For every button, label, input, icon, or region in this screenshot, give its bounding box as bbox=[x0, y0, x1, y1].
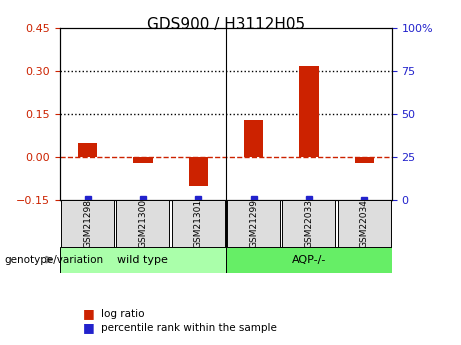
FancyBboxPatch shape bbox=[61, 200, 114, 247]
Bar bbox=[355, 157, 374, 163]
Text: percentile rank within the sample: percentile rank within the sample bbox=[101, 323, 278, 333]
Text: GSM21298: GSM21298 bbox=[83, 199, 92, 248]
Text: GSM21301: GSM21301 bbox=[194, 199, 203, 248]
Text: AQP-/-: AQP-/- bbox=[292, 255, 326, 265]
Text: GDS900 / H3112H05: GDS900 / H3112H05 bbox=[147, 17, 305, 32]
Bar bbox=[133, 157, 153, 163]
FancyBboxPatch shape bbox=[171, 200, 225, 247]
Text: GSM22034: GSM22034 bbox=[360, 199, 369, 248]
Text: log ratio: log ratio bbox=[101, 309, 145, 319]
FancyBboxPatch shape bbox=[226, 247, 392, 273]
Bar bbox=[189, 157, 208, 186]
FancyBboxPatch shape bbox=[60, 247, 226, 273]
Text: wild type: wild type bbox=[118, 255, 168, 265]
Text: genotype/variation: genotype/variation bbox=[5, 256, 104, 265]
Text: GSM21299: GSM21299 bbox=[249, 199, 258, 248]
Bar bbox=[244, 120, 263, 157]
FancyBboxPatch shape bbox=[337, 200, 391, 247]
Bar bbox=[78, 142, 97, 157]
FancyBboxPatch shape bbox=[116, 200, 170, 247]
Bar bbox=[299, 66, 319, 157]
Text: GSM21300: GSM21300 bbox=[138, 199, 148, 248]
Text: ■: ■ bbox=[83, 307, 95, 321]
FancyBboxPatch shape bbox=[282, 200, 336, 247]
FancyBboxPatch shape bbox=[227, 200, 280, 247]
Text: ■: ■ bbox=[83, 321, 95, 334]
Text: GSM22033: GSM22033 bbox=[304, 199, 313, 248]
